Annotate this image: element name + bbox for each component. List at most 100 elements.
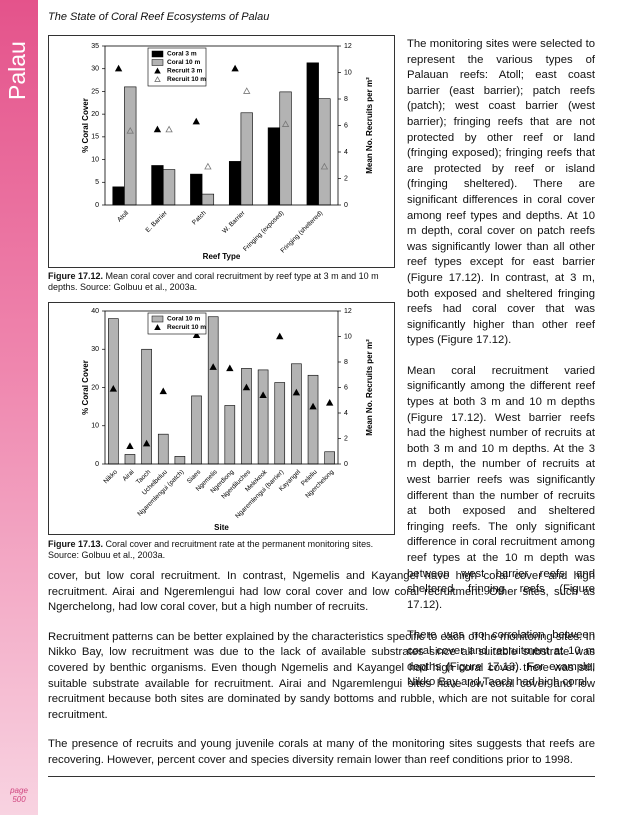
caption-label: Figure 17.13. bbox=[48, 539, 104, 549]
y2-tick-label: 10 bbox=[344, 333, 352, 340]
paragraph: Recruitment patterns can be better expla… bbox=[48, 630, 595, 721]
y2-axis-label: Mean No. Recruits per m² bbox=[365, 339, 374, 436]
paragraph: The presence of recruits and young juven… bbox=[48, 738, 595, 766]
caption-label: Figure 17.12. bbox=[48, 271, 104, 281]
bar bbox=[112, 186, 125, 206]
paragraph: Mean coral recruitment varied significan… bbox=[407, 364, 595, 611]
marker bbox=[142, 439, 151, 447]
y-tick-label: 30 bbox=[91, 66, 99, 73]
marker bbox=[192, 117, 200, 125]
y2-tick-label: 4 bbox=[344, 410, 348, 417]
caption-text: Mean coral cover and coral recruitment b… bbox=[48, 271, 379, 292]
marker bbox=[109, 384, 118, 392]
bar bbox=[318, 98, 331, 206]
x-tick-label: Fringing (sheltered) bbox=[279, 210, 324, 255]
bar bbox=[174, 456, 186, 465]
plot-frame bbox=[104, 310, 339, 465]
chart: 0 10 20 30 40 0 2 4 6 8 10 12 % Coral Cover Mean No. … bbox=[48, 302, 395, 535]
marker bbox=[309, 402, 317, 410]
y2-tick-label: 12 bbox=[344, 308, 352, 315]
y2-tick-label: 2 bbox=[344, 435, 348, 442]
y2-tick-label: 8 bbox=[344, 359, 348, 366]
bar bbox=[291, 363, 302, 465]
y-tick-label: 35 bbox=[91, 43, 99, 50]
x-tick-label: W. Barrier bbox=[221, 209, 247, 235]
marker bbox=[114, 64, 123, 72]
marker bbox=[243, 87, 251, 94]
y-tick-label: 20 bbox=[91, 111, 99, 118]
legend-label: Coral 10 m bbox=[167, 316, 200, 323]
bar bbox=[157, 433, 169, 465]
page-word: page bbox=[10, 786, 28, 795]
bar bbox=[228, 161, 242, 206]
bar bbox=[274, 382, 286, 465]
bar bbox=[241, 368, 252, 465]
running-header: The State of Coral Reef Ecosystems of Pa… bbox=[48, 11, 270, 23]
legend-label: Coral 3 m bbox=[167, 51, 197, 58]
marker bbox=[165, 125, 173, 133]
marker bbox=[276, 332, 284, 340]
paragraph: The monitoring sites were selected to re… bbox=[407, 38, 595, 347]
marker bbox=[325, 398, 334, 406]
bar bbox=[162, 169, 176, 206]
y-tick-label: 10 bbox=[91, 423, 99, 430]
caption: Figure 17.13. Coral cover and recruitmen… bbox=[48, 539, 398, 561]
paragraph: cover, but low coral recruitment. In con… bbox=[48, 570, 595, 614]
y-tick-label: 20 bbox=[91, 384, 99, 391]
marker bbox=[153, 125, 162, 133]
y2-tick-label: 2 bbox=[344, 175, 348, 182]
bar bbox=[267, 127, 281, 206]
marker bbox=[242, 383, 251, 391]
bar bbox=[207, 316, 219, 465]
y-tick-label: 30 bbox=[91, 346, 99, 353]
x-tick-label: Airai bbox=[121, 469, 135, 483]
marker bbox=[292, 388, 301, 396]
marker bbox=[126, 442, 134, 449]
marker bbox=[209, 363, 217, 370]
y2-tick-label: 4 bbox=[344, 149, 348, 156]
legend-label: Recruit 3 m bbox=[167, 68, 203, 75]
chart-frame bbox=[48, 35, 395, 268]
legend-box bbox=[147, 47, 207, 87]
caption: Figure 17.12. Mean coral cover and coral… bbox=[48, 271, 398, 293]
bar bbox=[324, 451, 335, 465]
y2-tick-label: 12 bbox=[344, 43, 352, 50]
y-tick-label: 25 bbox=[91, 88, 99, 95]
page-number: page 500 bbox=[0, 786, 38, 804]
legend-swatch bbox=[151, 59, 164, 66]
marker bbox=[259, 391, 267, 398]
y-tick-label: 40 bbox=[91, 308, 99, 315]
y-tick-label: 10 bbox=[91, 156, 99, 163]
marker bbox=[204, 162, 212, 170]
x-axis-label: Site bbox=[214, 523, 229, 532]
bar bbox=[306, 62, 319, 206]
y2-axis-label: Mean No. Recruits per m² bbox=[365, 77, 374, 174]
x-tick-label: Patch bbox=[191, 209, 208, 226]
bar bbox=[191, 395, 202, 465]
y2-tick-label: 10 bbox=[344, 69, 352, 76]
caption-text: Coral cover and recruitment rate at the … bbox=[48, 539, 374, 560]
marker bbox=[281, 120, 290, 127]
marker bbox=[231, 64, 239, 72]
legend-swatch bbox=[154, 67, 161, 74]
marker bbox=[309, 162, 317, 170]
paragraph: There was no correlation between coral c… bbox=[407, 629, 595, 689]
legend-swatch bbox=[151, 315, 164, 323]
legend-label: Recruit 10 m bbox=[167, 324, 206, 331]
legend-swatch bbox=[154, 76, 161, 82]
bar bbox=[151, 165, 164, 206]
y2-tick-label: 0 bbox=[344, 461, 348, 468]
sidebar: Palau page 500 bbox=[0, 0, 38, 815]
legend-label: Coral 10 m bbox=[167, 59, 200, 66]
text-full: cover, but low coral recruitment. In con… bbox=[48, 569, 595, 783]
y2-tick-label: 8 bbox=[344, 96, 348, 103]
x-axis-label: Reef Type bbox=[203, 252, 241, 261]
y2-tick-label: 6 bbox=[344, 122, 348, 129]
page-num: 500 bbox=[12, 795, 26, 804]
y2-tick-label: 0 bbox=[344, 202, 348, 209]
bar bbox=[124, 454, 136, 465]
legend-swatch bbox=[154, 324, 161, 330]
bar bbox=[141, 348, 152, 465]
bar bbox=[307, 374, 319, 465]
